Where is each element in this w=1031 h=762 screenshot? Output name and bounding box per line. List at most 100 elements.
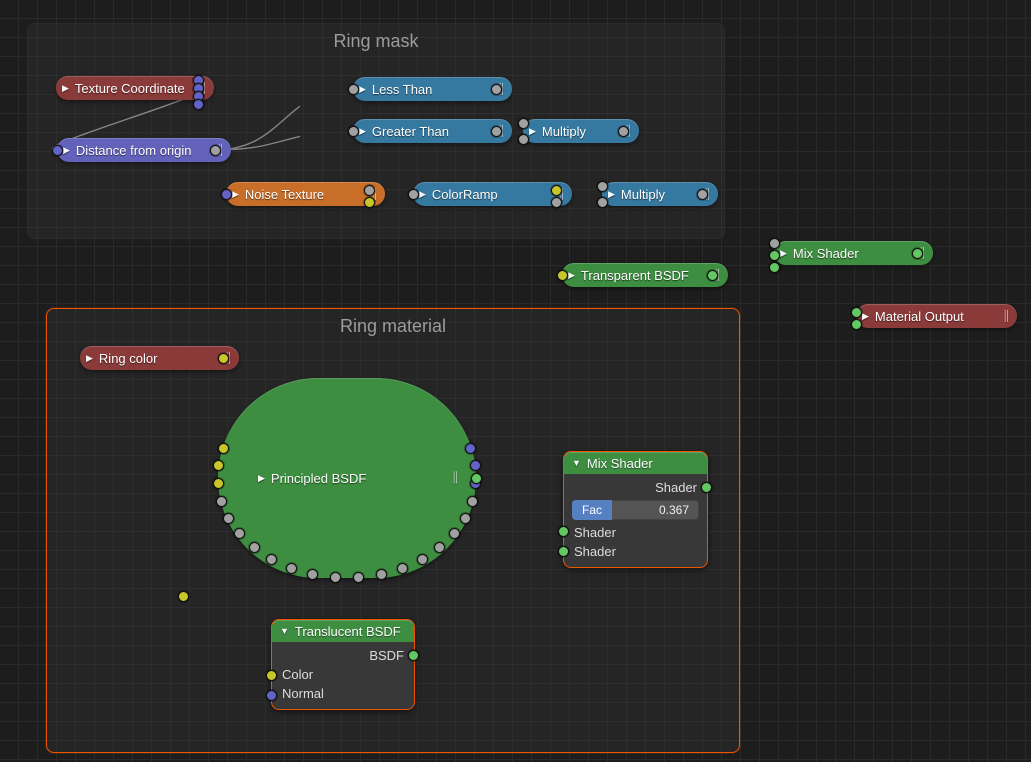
collapse-toggle-icon[interactable]: ▶ — [258, 473, 265, 484]
grip-icon: ││ — [452, 473, 457, 484]
socket[interactable] — [364, 197, 375, 208]
socket[interactable] — [460, 513, 471, 524]
socket[interactable] — [851, 307, 862, 318]
socket[interactable] — [551, 185, 562, 196]
input-row: Shader — [572, 523, 699, 542]
node-tex_coord[interactable]: ▶Texture Coordinate││ — [56, 76, 214, 100]
socket[interactable] — [397, 563, 408, 574]
socket[interactable] — [408, 650, 419, 661]
socket[interactable] — [193, 99, 204, 110]
node-material_output[interactable]: ▶ Material Output ││ — [856, 304, 1017, 328]
collapse-toggle-icon[interactable]: ▶ — [359, 85, 366, 94]
collapse-toggle-icon[interactable]: ▶ — [529, 127, 536, 136]
collapse-toggle-icon[interactable]: ▼ — [280, 626, 289, 636]
socket[interactable] — [558, 526, 569, 537]
collapse-toggle-icon[interactable]: ▶ — [568, 271, 575, 280]
socket[interactable] — [213, 478, 224, 489]
collapse-toggle-icon[interactable]: ▶ — [862, 312, 869, 321]
node-noise_tex[interactable]: ▶Noise Texture││ — [226, 182, 385, 206]
node-label: ColorRamp — [432, 187, 498, 202]
node-label: Distance from origin — [76, 143, 192, 158]
socket[interactable] — [348, 126, 359, 137]
socket[interactable] — [266, 690, 277, 701]
socket[interactable] — [551, 197, 562, 208]
socket[interactable] — [701, 482, 712, 493]
socket[interactable] — [376, 569, 387, 580]
node-label: Transparent BSDF — [581, 268, 689, 283]
output-row: BSDF — [280, 646, 406, 665]
collapse-toggle-icon[interactable]: ▶ — [419, 190, 426, 199]
collapse-toggle-icon[interactable]: ▶ — [232, 190, 239, 199]
socket[interactable] — [769, 238, 780, 249]
socket[interactable] — [618, 126, 629, 137]
socket[interactable] — [266, 670, 277, 681]
socket[interactable] — [465, 443, 476, 454]
node-color_ramp[interactable]: ▶ColorRamp││ — [413, 182, 572, 206]
node-translucent_bsdf[interactable]: ▼Translucent BSDFBSDFColorNormal — [271, 619, 415, 710]
node-label: Noise Texture — [245, 187, 324, 202]
node-greater_than[interactable]: ▶Greater Than││ — [353, 119, 512, 143]
socket[interactable] — [471, 473, 482, 484]
collapse-toggle-icon[interactable]: ▶ — [86, 354, 93, 363]
socket[interactable] — [558, 546, 569, 557]
collapse-toggle-icon[interactable]: ▼ — [572, 458, 581, 468]
frame-title: Ring mask — [333, 31, 418, 52]
socket[interactable] — [697, 189, 708, 200]
socket[interactable] — [218, 353, 229, 364]
socket[interactable] — [597, 181, 608, 192]
collapse-toggle-icon[interactable]: ▶ — [608, 190, 615, 199]
socket[interactable] — [518, 118, 529, 129]
socket[interactable] — [353, 572, 364, 583]
socket[interactable] — [210, 145, 221, 156]
node-label: Mix Shader — [793, 246, 859, 261]
socket[interactable] — [707, 270, 718, 281]
socket[interactable] — [249, 542, 260, 553]
node-mix_shader_panel[interactable]: ▼Mix ShaderShaderFac0.367ShaderShader — [563, 451, 708, 568]
socket[interactable] — [223, 513, 234, 524]
socket[interactable] — [491, 126, 502, 137]
socket[interactable] — [467, 496, 478, 507]
collapse-toggle-icon[interactable]: ▶ — [63, 146, 70, 155]
node-label: Ring color — [99, 351, 158, 366]
socket[interactable] — [769, 262, 780, 273]
socket[interactable] — [417, 554, 428, 565]
socket[interactable] — [912, 248, 923, 259]
socket[interactable] — [178, 591, 189, 602]
socket[interactable] — [221, 189, 232, 200]
node-label: Translucent BSDF — [295, 624, 401, 639]
output-row: Shader — [572, 478, 699, 497]
socket[interactable] — [266, 554, 277, 565]
node-mix_shader_top[interactable]: ▶Mix Shader││ — [774, 241, 933, 265]
node-ring_color[interactable]: ▶Ring color││ — [80, 346, 239, 370]
socket[interactable] — [518, 134, 529, 145]
node-label: Principled BSDF — [271, 471, 366, 486]
value-field[interactable]: Fac0.367 — [572, 500, 699, 520]
node-label: Less Than — [372, 82, 432, 97]
socket[interactable] — [491, 84, 502, 95]
socket[interactable] — [851, 319, 862, 330]
input-row: Normal — [280, 684, 406, 703]
socket[interactable] — [769, 250, 780, 261]
node-less_than[interactable]: ▶Less Than││ — [353, 77, 512, 101]
socket[interactable] — [449, 528, 460, 539]
node-label: Multiply — [542, 124, 586, 139]
socket[interactable] — [216, 496, 227, 507]
socket[interactable] — [470, 460, 481, 471]
socket[interactable] — [52, 145, 63, 156]
socket[interactable] — [286, 563, 297, 574]
grip-icon: ││ — [995, 311, 1008, 322]
socket[interactable] — [348, 84, 359, 95]
collapse-toggle-icon[interactable]: ▶ — [780, 249, 787, 258]
collapse-toggle-icon[interactable]: ▶ — [359, 127, 366, 136]
socket[interactable] — [408, 189, 419, 200]
socket[interactable] — [597, 197, 608, 208]
input-row: Shader — [572, 542, 699, 561]
node-editor-stage[interactable]: Ring maskRing material▶Texture Coordinat… — [0, 0, 1031, 762]
collapse-toggle-icon[interactable]: ▶ — [62, 84, 69, 93]
node-dist_origin[interactable]: ▶Distance from origin││ — [57, 138, 231, 162]
node-transparent_bsdf[interactable]: ▶Transparent BSDF││ — [562, 263, 728, 287]
socket[interactable] — [364, 185, 375, 196]
node-label: Material Output — [875, 309, 964, 324]
socket[interactable] — [557, 270, 568, 281]
node-label: Texture Coordinate — [75, 81, 185, 96]
